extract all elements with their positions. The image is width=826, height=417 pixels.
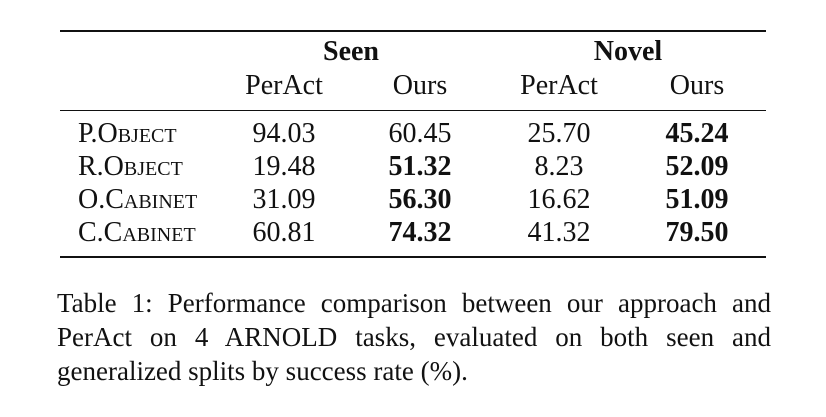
table-top-rule: [60, 30, 766, 32]
table-cell: 25.70: [527, 118, 591, 149]
table-cell-best: 74.32: [388, 217, 452, 248]
row-label: R.Object: [78, 151, 183, 182]
table-cell: 94.03: [252, 118, 316, 149]
group-header-seen: Seen: [323, 36, 379, 67]
table-cell: 60.81: [252, 217, 316, 248]
group-header-novel: Novel: [593, 36, 663, 67]
table-cell-best: 51.32: [388, 151, 452, 182]
row-label: C.Cabinet: [78, 217, 196, 248]
table-header-rule: [60, 110, 766, 112]
subheader-novel-ours: Ours: [669, 70, 725, 101]
table-caption: Table 1: Performance comparison between …: [57, 288, 771, 386]
table-cell: 19.48: [252, 151, 316, 182]
table-cell-best: 56.30: [388, 184, 452, 215]
row-label: O.Cabinet: [78, 184, 198, 215]
table-bottom-rule: [60, 256, 766, 258]
table-cell-best: 45.24: [665, 118, 729, 149]
subheader-seen-peract: PerAct: [245, 70, 323, 101]
subheader-novel-peract: PerAct: [520, 70, 598, 101]
row-label: P.Object: [78, 118, 177, 149]
table-cell: 31.09: [252, 184, 316, 215]
table-cell: 8.23: [534, 151, 584, 182]
table-cell-best: 51.09: [665, 184, 729, 215]
table-cell: 16.62: [527, 184, 591, 215]
subheader-seen-ours: Ours: [392, 70, 448, 101]
table-cell: 41.32: [527, 217, 591, 248]
table-cell-best: 79.50: [665, 217, 729, 248]
table-cell-best: 52.09: [665, 151, 729, 182]
table-cell: 60.45: [388, 118, 452, 149]
